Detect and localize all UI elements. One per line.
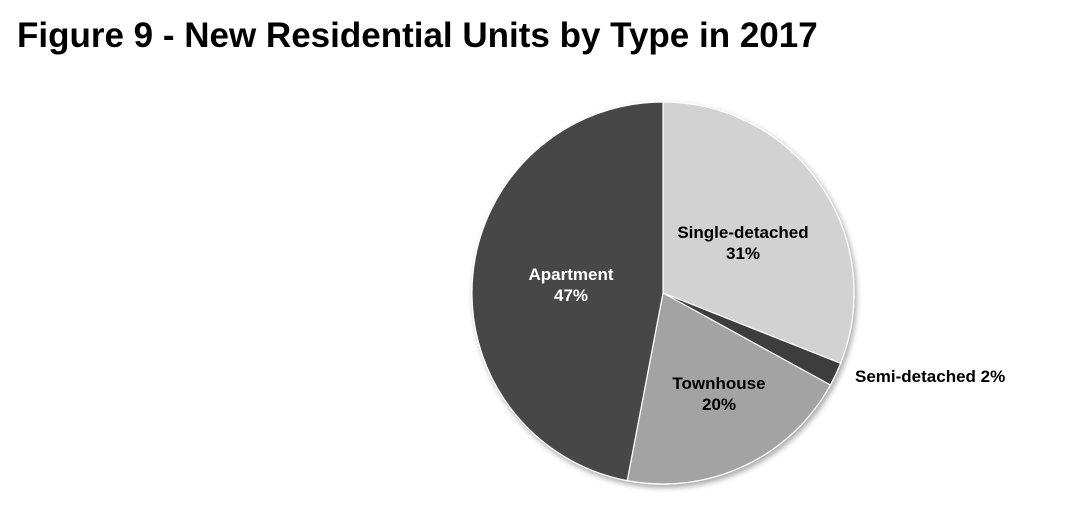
pie-slices: [471, 101, 855, 485]
slice-label-apartment: Apartment 47%: [528, 265, 613, 305]
pie-slice-townhouse: [626, 292, 832, 485]
chart-title: Figure 9 - New Residential Units by Type…: [17, 16, 818, 55]
slice-label-single-detached: Single-detached 31%: [677, 223, 808, 263]
pie-labels: Single-detached 31% Semi-detached 2% Townho…: [528, 223, 1005, 414]
slice-label-townhouse: Townhouse 20%: [672, 374, 765, 414]
pie-slice-single-detached: [662, 101, 855, 365]
slice-label-semi-detached: Semi-detached 2%: [855, 367, 1005, 386]
pie-slice-apartment: [471, 101, 664, 482]
